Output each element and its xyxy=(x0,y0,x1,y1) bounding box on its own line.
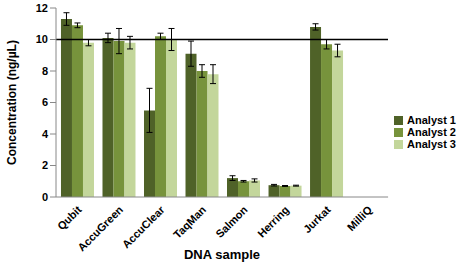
svg-text:Concentration (ng/µL): Concentration (ng/µL) xyxy=(8,40,19,165)
html-text:Analyst 2: Analyst 2 xyxy=(407,125,456,138)
svg-text:Herring: Herring xyxy=(255,203,291,239)
svg-text:0: 0 xyxy=(42,191,48,203)
svg-text:4: 4 xyxy=(42,128,49,140)
svg-text:MilliQ: MilliQ xyxy=(345,203,375,233)
svg-text:AccuClear: AccuClear xyxy=(120,203,167,250)
svg-text:10: 10 xyxy=(36,33,48,45)
svg-text:12: 12 xyxy=(36,2,48,14)
svg-text:2: 2 xyxy=(42,159,48,171)
svg-text:Salmon: Salmon xyxy=(213,203,250,240)
svg-text:8: 8 xyxy=(42,65,48,77)
svg-text:Jurkat: Jurkat xyxy=(301,203,333,235)
svg-text:Qubit: Qubit xyxy=(55,203,84,232)
html-text:Analyst 1: Analyst 1 xyxy=(407,113,456,126)
html-text:Analyst 3: Analyst 3 xyxy=(407,137,456,150)
svg-text:DNA sample: DNA sample xyxy=(184,247,260,262)
svg-text:6: 6 xyxy=(42,96,48,108)
svg-text:AccuGreen: AccuGreen xyxy=(75,203,125,253)
svg-text:TaqMan: TaqMan xyxy=(171,203,208,240)
